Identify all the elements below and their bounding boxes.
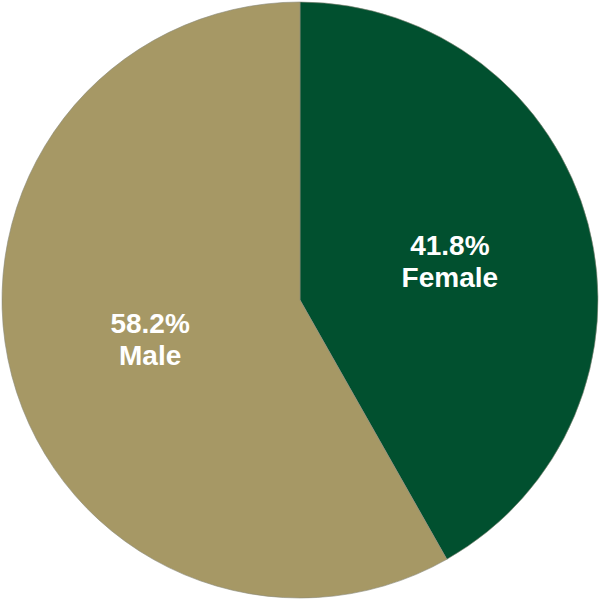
svg-text:58.2%Male: 58.2%Male (110, 308, 189, 371)
svg-text:41.8%Female: 41.8%Female (402, 230, 499, 293)
